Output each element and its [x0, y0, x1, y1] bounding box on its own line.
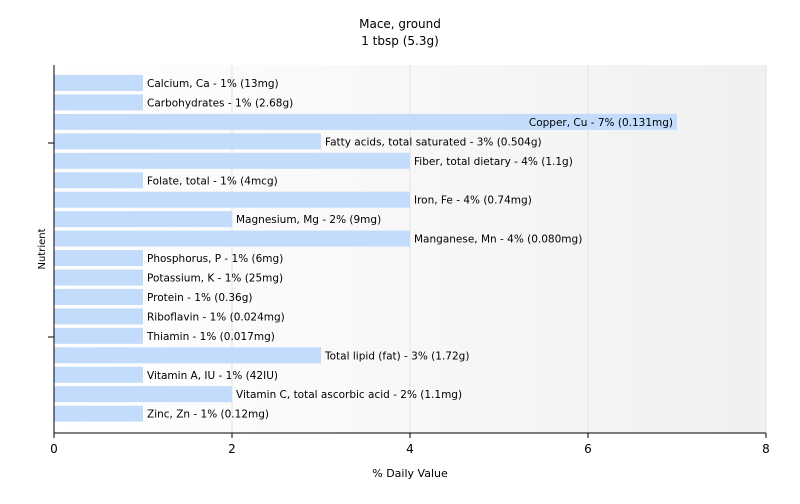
- bar-label: Vitamin A, IU - 1% (42IU): [147, 370, 278, 382]
- bar: [54, 308, 143, 325]
- bar-label: Copper, Cu - 7% (0.131mg): [529, 117, 673, 129]
- bar-label: Calcium, Ca - 1% (13mg): [147, 78, 279, 90]
- x-tick-label: 4: [406, 442, 414, 456]
- bar: [54, 152, 410, 169]
- bar: [54, 405, 143, 422]
- bar-label: Phosphorus, P - 1% (6mg): [147, 253, 283, 265]
- bar-label: Potassium, K - 1% (25mg): [147, 273, 283, 285]
- bar: [54, 75, 143, 91]
- chart-subtitle: 1 tbsp (5.3g): [361, 34, 439, 48]
- bar-label: Manganese, Mn - 4% (0.080mg): [414, 234, 582, 246]
- bar: [54, 133, 321, 150]
- x-tick-label: 6: [584, 442, 592, 456]
- bar-label: Carbohydrates - 1% (2.68g): [147, 97, 293, 109]
- bar: [54, 250, 143, 267]
- bar-label: Thiamin - 1% (0.017mg): [146, 331, 275, 343]
- x-tick-label: 0: [50, 442, 58, 456]
- bar-label: Fiber, total dietary - 4% (1.1g): [414, 156, 573, 168]
- bar: [54, 211, 232, 228]
- bar: [54, 113, 677, 130]
- bar: [54, 386, 232, 403]
- y-axis-label: Nutrient: [37, 228, 48, 269]
- bar: [54, 366, 143, 383]
- bar-label: Riboflavin - 1% (0.024mg): [147, 311, 285, 323]
- chart-title: Mace, ground: [359, 17, 441, 31]
- bar-label: Zinc, Zn - 1% (0.12mg): [147, 409, 269, 421]
- bar: [54, 347, 321, 364]
- bar-label: Fatty acids, total saturated - 3% (0.504…: [325, 136, 542, 148]
- x-axis-label: % Daily Value: [372, 467, 448, 480]
- x-tick-label: 2: [228, 442, 236, 456]
- bar: [54, 172, 143, 189]
- bar-label: Iron, Fe - 4% (0.74mg): [414, 195, 532, 207]
- bar-label: Folate, total - 1% (4mcg): [147, 175, 278, 187]
- bar: [54, 230, 410, 247]
- bar-label: Vitamin C, total ascorbic acid - 2% (1.1…: [236, 389, 462, 401]
- bars: Calcium, Ca - 1% (13mg) Carbohydrates - 1…: [54, 75, 677, 422]
- axes: 0 2 4 6 8: [48, 65, 770, 456]
- bar-label: Total lipid (fat) - 3% (1.72g): [324, 350, 469, 362]
- bar-label: Protein - 1% (0.36g): [147, 292, 253, 304]
- bar-label: Magnesium, Mg - 2% (9mg): [236, 214, 381, 226]
- bar: [54, 327, 143, 344]
- bar: [54, 191, 410, 208]
- bar: [54, 269, 143, 286]
- bar: [54, 288, 143, 305]
- bar: [54, 94, 143, 111]
- x-tick-label: 8: [762, 442, 770, 456]
